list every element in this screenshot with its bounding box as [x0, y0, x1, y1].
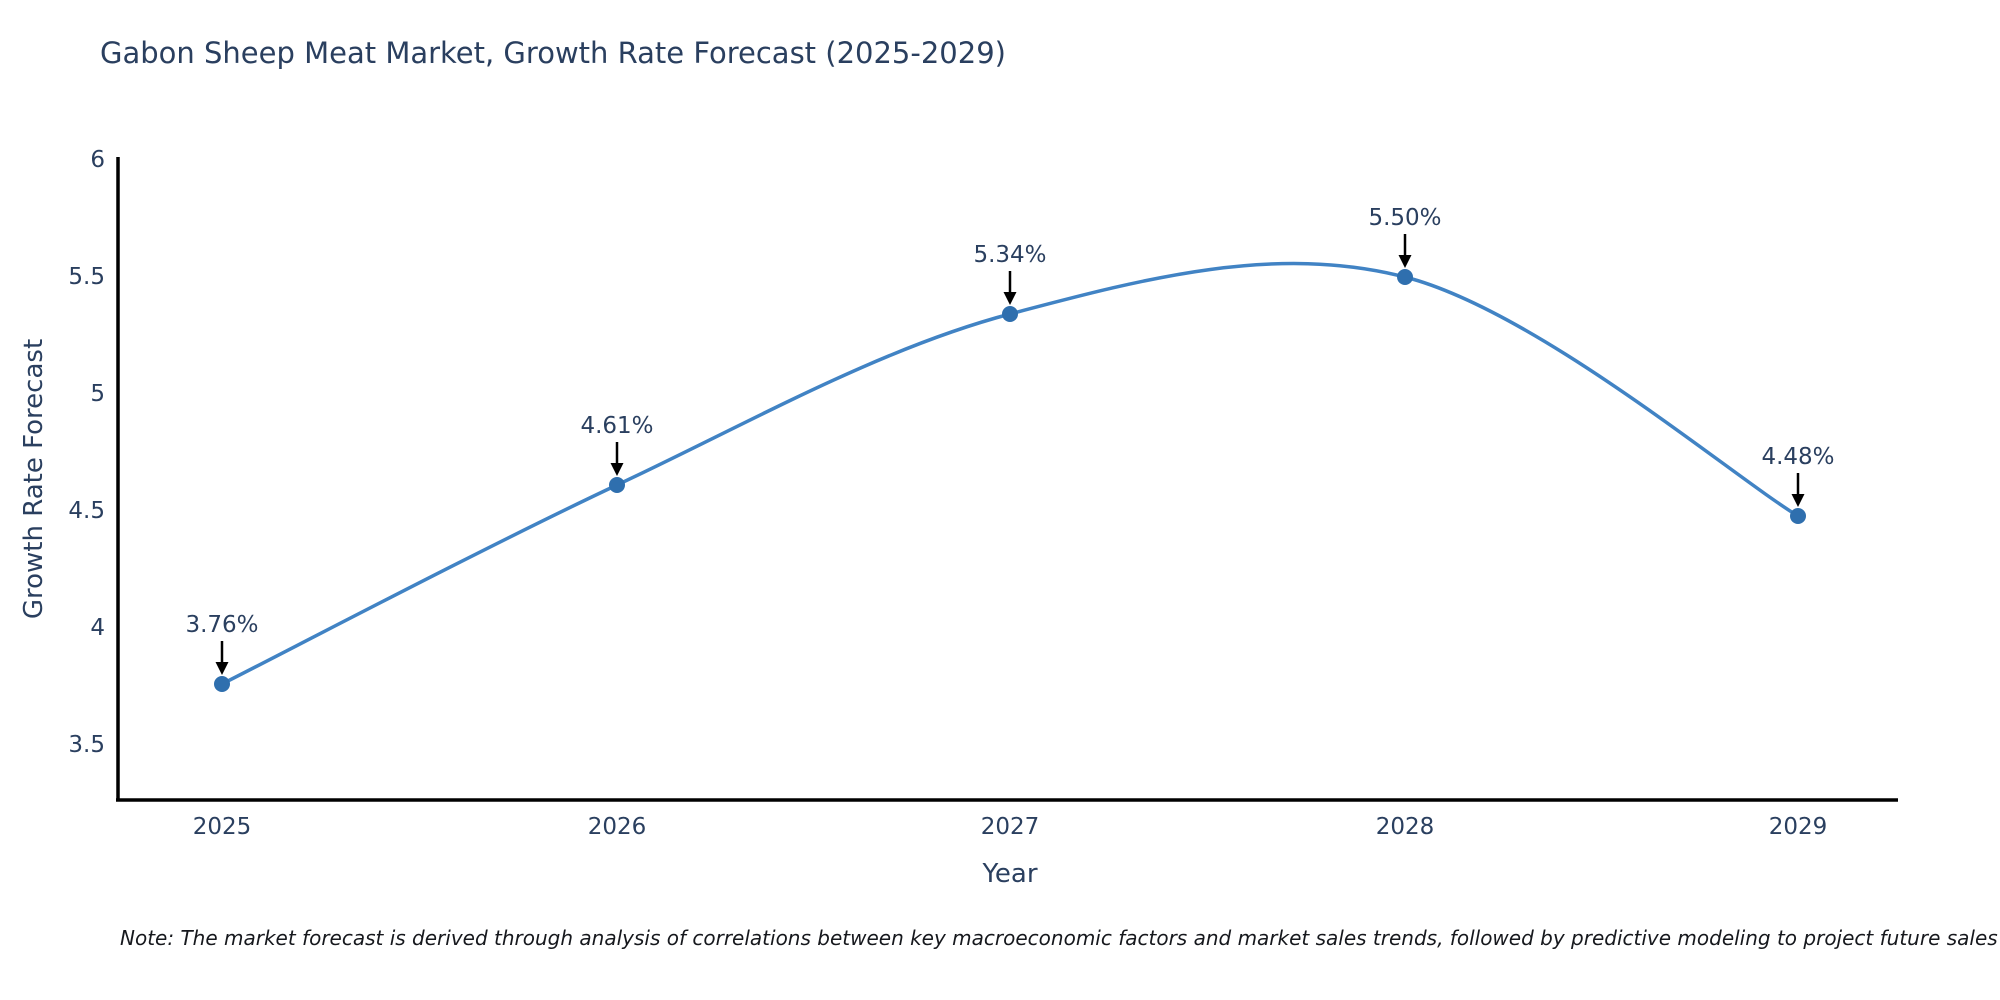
chart-title: Gabon Sheep Meat Market, Growth Rate For…	[100, 36, 1006, 70]
annotation-arrow-2029	[1791, 473, 1805, 507]
point-label-2025: 3.76%	[185, 612, 259, 638]
data-point-2029[interactable]	[1790, 508, 1806, 524]
y-axis-title: Growth Rate Forecast	[19, 338, 49, 620]
series-line	[220, 261, 1800, 686]
annotation-arrow-2025	[215, 641, 229, 675]
data-point-2028[interactable]	[1397, 269, 1413, 285]
annotation-arrow-2027	[1003, 271, 1017, 305]
x-tick-2027: 2027	[980, 814, 1040, 840]
data-point-2025[interactable]	[214, 676, 230, 692]
x-tick-2025: 2025	[192, 814, 252, 840]
x-tick-2026: 2026	[587, 814, 647, 840]
point-label-2029: 4.48%	[1761, 444, 1835, 470]
y-tick-4-5: 4.5	[68, 498, 105, 524]
point-label-2027: 5.34%	[973, 242, 1047, 268]
data-point-2026[interactable]	[609, 477, 625, 493]
annotation-arrow-2028	[1398, 234, 1412, 268]
y-tick-5: 5	[90, 381, 105, 407]
x-axis-title: Year	[982, 859, 1038, 889]
data-point-2027[interactable]	[1002, 306, 1018, 322]
x-tick-2028: 2028	[1375, 814, 1435, 840]
x-tick-2029: 2029	[1768, 814, 1828, 840]
annotation-arrow-2026	[610, 442, 624, 476]
point-label-2028: 5.50%	[1368, 205, 1442, 231]
y-tick-6: 6	[90, 147, 105, 173]
y-tick-5-5: 5.5	[68, 264, 105, 290]
footnote-text: Note: The market forecast is derived thr…	[120, 926, 1998, 950]
point-label-2026: 4.61%	[580, 413, 654, 439]
y-tick-3-5: 3.5	[68, 732, 105, 758]
y-tick-4: 4	[90, 615, 105, 641]
